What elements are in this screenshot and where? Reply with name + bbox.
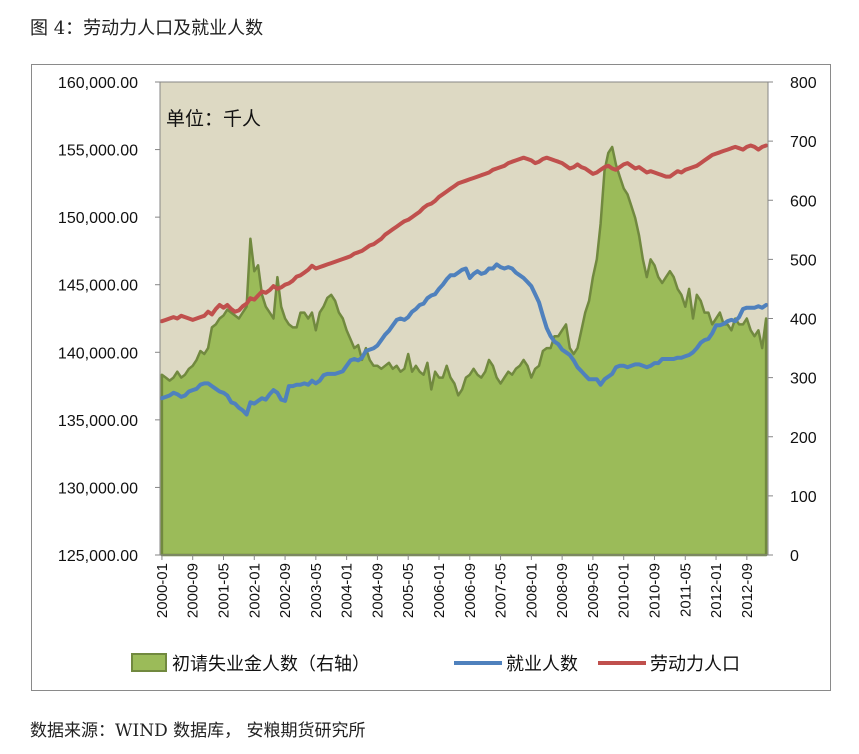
x-tick-label: 2006-09 [462, 563, 479, 618]
x-tick-label: 2003-05 [308, 563, 325, 618]
x-tick-label: 2012-09 [739, 563, 756, 618]
left-tick-label: 130,000.00 [58, 480, 138, 497]
chart-svg: 125,000.00 130,000.00 135,000.00 140,000.00… [58, 75, 817, 674]
left-tick-label: 125,000.00 [58, 548, 138, 565]
x-tick-label: 2009-05 [585, 563, 602, 618]
labor-force-line [159, 143, 769, 324]
right-tick-label: 800 [790, 75, 817, 92]
x-tick-label: 2008-09 [554, 563, 571, 618]
right-tick-label: 0 [790, 548, 799, 565]
left-tick-label: 160,000.00 [58, 75, 138, 92]
source-note: 数据来源：WIND 数据库， 安粮期货研究所 [30, 721, 366, 741]
right-tick-label: 100 [790, 489, 817, 506]
x-tick-label: 2002-09 [277, 563, 294, 618]
employment-line [159, 262, 769, 417]
x-tick-label: 2010-09 [646, 563, 663, 618]
x-tick-label: 2007-05 [493, 563, 510, 618]
x-tick-label: 2002-01 [246, 563, 263, 618]
right-tick-label: 500 [790, 252, 817, 269]
left-tick-label: 150,000.00 [58, 210, 138, 227]
axes-group: 125,000.00 130,000.00 135,000.00 140,000.00… [58, 75, 817, 618]
right-tick-label: 600 [790, 193, 817, 210]
left-tick-label: 140,000.00 [58, 345, 138, 362]
right-tick-label: 200 [790, 430, 817, 447]
x-tick-label: 2004-09 [369, 563, 386, 618]
x-tick-label: 2004-01 [339, 563, 356, 618]
left-tick-label: 145,000.00 [58, 278, 138, 295]
x-tick-label: 2005-05 [400, 563, 417, 618]
x-tick-label: 2011-05 [677, 563, 694, 617]
line-series-group [159, 143, 769, 417]
figure-title: 图 4：劳动力人口及就业人数 [30, 18, 264, 39]
legend-claims-label: 初请失业金人数（右轴） [172, 654, 370, 674]
claims-area [160, 145, 768, 557]
legend-employment-label: 就业人数 [506, 654, 578, 674]
x-tick-label: 2012-01 [708, 563, 725, 618]
right-tick-label: 300 [790, 371, 817, 388]
claims-series-group [160, 145, 768, 557]
x-tick-label: 2010-01 [616, 563, 633, 618]
unit-note: 单位：千人 [166, 108, 261, 130]
chart-frame: 125,000.00 130,000.00 135,000.00 140,000.00… [31, 64, 831, 691]
x-tick-label: 2006-01 [431, 563, 448, 618]
x-tick-label: 2000-01 [154, 563, 171, 618]
legend-labor-label: 劳动力人口 [650, 654, 740, 674]
right-tick-label: 400 [790, 312, 817, 329]
legend: 初请失业金人数（右轴） 就业人数 劳动力人口 [131, 653, 740, 674]
x-tick-label: 2008-01 [523, 563, 540, 618]
legend-claims-swatch [131, 653, 167, 672]
left-tick-label: 155,000.00 [58, 143, 138, 160]
right-tick-label: 700 [790, 134, 817, 151]
x-tick-label: 2001-05 [215, 563, 232, 618]
left-tick-label: 135,000.00 [58, 413, 138, 430]
x-tick-label: 2000-09 [185, 563, 202, 618]
